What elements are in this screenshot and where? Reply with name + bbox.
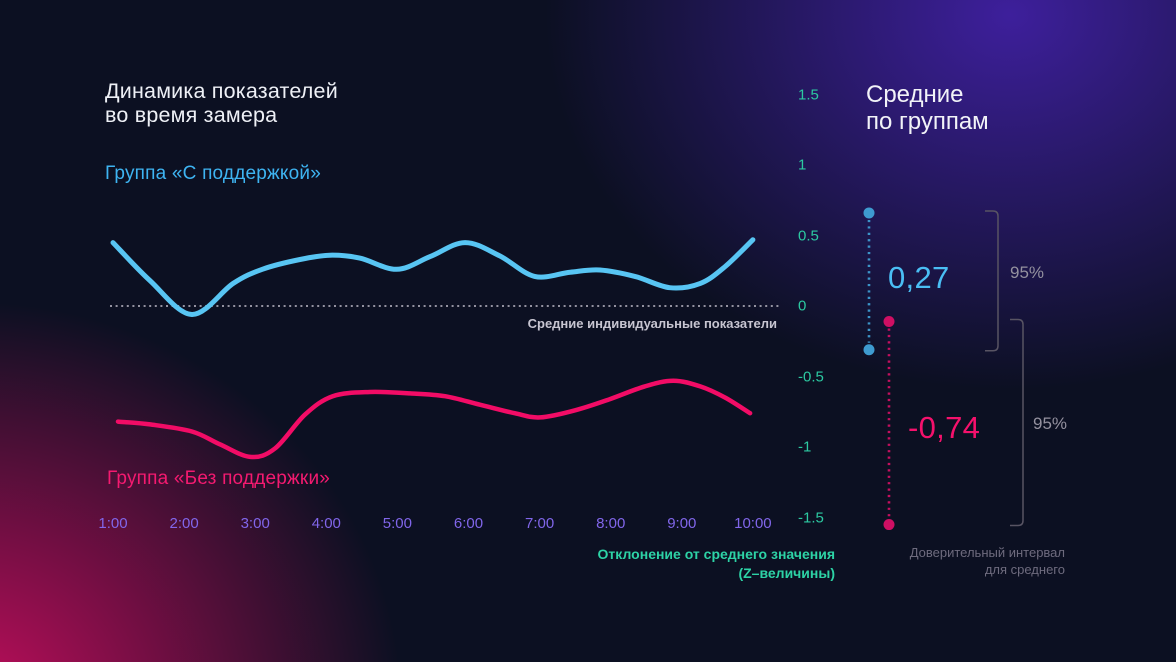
support-ci-bracket (985, 210, 999, 352)
y-tick-label: 0 (798, 297, 807, 315)
right-heading-line-1: Средние (866, 81, 964, 108)
y-tick-label: 1 (798, 156, 807, 174)
support-mean-value: 0,27 (888, 260, 950, 295)
x-tick-label: 6:00 (453, 515, 484, 532)
support-group-curve (110, 237, 756, 318)
no-support-mean-value: -0,74 (908, 410, 981, 445)
no-support-ci-bracket (1010, 318, 1024, 527)
x-tick-label: 3:00 (240, 515, 270, 532)
y-tick-label: 1.5 (798, 86, 819, 103)
ci-caption: Доверительный интервал для среднего (910, 544, 1065, 578)
support-ci-dot-bottom (863, 344, 875, 356)
ci-caption-line-1: Доверительный интервал (909, 545, 1065, 560)
y-tick-label: -1 (798, 438, 812, 456)
zero-line-caption: Средние индивидуальные показатели (527, 316, 777, 331)
right-heading-line-2: по группам (866, 108, 989, 135)
support-ci-dot-top (863, 207, 875, 219)
no-support-group-label: Группа «Без поддержки» (107, 468, 331, 489)
no-support-ci-dot-top (883, 316, 895, 328)
x-tick-label: 1:00 (98, 515, 128, 532)
x-tick-label: 4:00 (311, 515, 341, 532)
x-axis-caption: Отклонение от среднего значения (Z–велич… (598, 545, 835, 583)
no-support-ci-percent: 95% (1033, 414, 1068, 433)
x-axis-caption-line-1: Отклонение от среднего значения (597, 546, 835, 562)
page-title-line-1: Динамика показателей (105, 79, 338, 103)
support-ci-percent: 95% (1010, 263, 1045, 282)
x-tick-label: 8:00 (596, 515, 626, 532)
x-axis-caption-line-2: (Z–величины) (738, 565, 835, 581)
x-tick-label: 5:00 (382, 515, 412, 532)
ci-caption-line-2: для среднего (984, 562, 1065, 577)
x-tick-label: 9:00 (667, 515, 697, 532)
no-support-ci-dot-bottom (883, 519, 895, 531)
right-panel-heading: Средние по группам (866, 81, 989, 135)
y-tick-label: 0.5 (798, 227, 819, 244)
page-title-line-2: во время замера (105, 102, 278, 127)
y-tick-label: -0.5 (798, 368, 824, 385)
no-support-group-curve (115, 378, 753, 460)
x-tick-label: 2:00 (169, 515, 199, 532)
page-title: Динамика показателей во время замера (105, 79, 338, 127)
x-tick-label: 10:00 (734, 515, 772, 532)
y-tick-label: -1.5 (798, 509, 824, 526)
support-group-label: Группа «С поддержкой» (105, 163, 321, 184)
x-tick-label: 7:00 (524, 515, 555, 532)
